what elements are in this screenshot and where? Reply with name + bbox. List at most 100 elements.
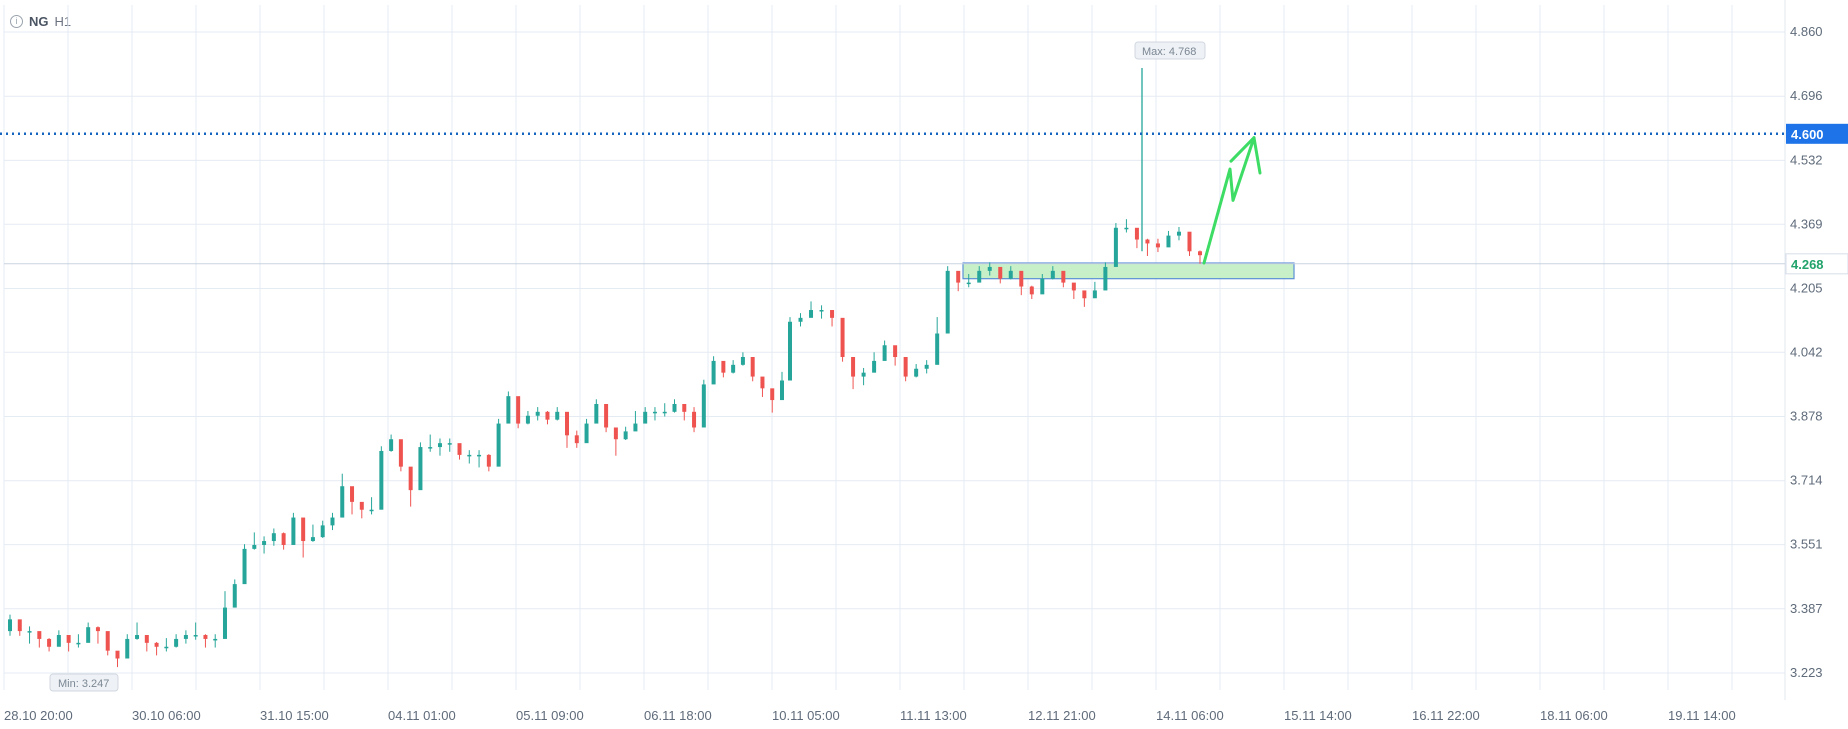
candle-body[interactable] — [1187, 231, 1192, 252]
candle-body[interactable] — [213, 638, 218, 641]
candle-body[interactable] — [1019, 270, 1024, 287]
candle-body[interactable] — [584, 423, 589, 444]
candle-body[interactable] — [37, 631, 42, 639]
candle-body[interactable] — [340, 486, 345, 518]
candle-body[interactable] — [1134, 227, 1139, 240]
candle-body[interactable] — [467, 454, 472, 457]
candle-body[interactable] — [310, 537, 315, 542]
candle-body[interactable] — [1155, 243, 1160, 248]
candle-body[interactable] — [893, 345, 898, 358]
candle-body[interactable] — [125, 638, 130, 659]
candle-body[interactable] — [408, 466, 413, 491]
candle-body[interactable] — [350, 486, 355, 502]
candle-body[interactable] — [692, 411, 697, 428]
candle-body[interactable] — [872, 360, 877, 373]
candle-body[interactable] — [56, 635, 61, 647]
candle-body[interactable] — [565, 411, 570, 436]
candle-body[interactable] — [682, 403, 687, 412]
candle-body[interactable] — [1050, 270, 1055, 279]
candle-body[interactable] — [525, 415, 530, 424]
candle-body[interactable] — [379, 450, 384, 510]
candle-body[interactable] — [76, 642, 81, 645]
candle-body[interactable] — [740, 357, 745, 365]
candle-body[interactable] — [183, 635, 188, 639]
candle-body[interactable] — [428, 447, 433, 449]
candle-body[interactable] — [545, 411, 550, 420]
candle-body[interactable] — [516, 396, 521, 424]
candle-body[interactable] — [154, 642, 159, 647]
candle-body[interactable] — [17, 619, 22, 632]
candle-body[interactable] — [301, 517, 306, 542]
candle-body[interactable] — [819, 310, 824, 312]
candle-body[interactable] — [86, 627, 91, 643]
candle-body[interactable] — [770, 388, 775, 401]
candle-body[interactable] — [1071, 282, 1076, 291]
candle-body[interactable] — [788, 321, 792, 381]
candle-body[interactable] — [662, 411, 667, 414]
candle-body[interactable] — [1166, 235, 1171, 248]
candle-body[interactable] — [369, 509, 374, 512]
candle-body[interactable] — [66, 635, 71, 643]
candle-body[interactable] — [966, 282, 971, 285]
candle-body[interactable] — [47, 638, 52, 647]
candle-body[interactable] — [604, 403, 609, 428]
candle-body[interactable] — [672, 403, 677, 412]
candle-body[interactable] — [924, 364, 929, 369]
candle-body[interactable] — [935, 333, 940, 365]
candle-body[interactable] — [1103, 266, 1108, 291]
candle-body[interactable] — [164, 646, 169, 649]
candle-body[interactable] — [623, 431, 628, 440]
candle-body[interactable] — [701, 384, 706, 428]
candle-body[interactable] — [457, 443, 462, 455]
candle-body[interactable] — [418, 447, 423, 491]
candle-body[interactable] — [320, 525, 325, 538]
candle-body[interactable] — [8, 619, 12, 632]
candle-body[interactable] — [643, 411, 648, 424]
candle-body[interactable] — [252, 544, 257, 549]
candle-body[interactable] — [1124, 227, 1129, 230]
candle-body[interactable] — [998, 266, 1003, 279]
candle-body[interactable] — [271, 533, 276, 542]
candle-body[interactable] — [389, 439, 394, 451]
candle-body[interactable] — [506, 396, 511, 424]
candle-body[interactable] — [115, 650, 120, 659]
candle-body[interactable] — [447, 443, 452, 445]
candle-body[interactable] — [750, 357, 755, 377]
candle-body[interactable] — [398, 439, 403, 467]
candle-body[interactable] — [496, 423, 501, 467]
candle-body[interactable] — [222, 607, 227, 639]
candle-body[interactable] — [555, 411, 560, 420]
candle-body[interactable] — [574, 435, 579, 444]
candle-body[interactable] — [1198, 251, 1202, 256]
candle-body[interactable] — [477, 454, 482, 457]
candle-body[interactable] — [956, 270, 961, 283]
candle-body[interactable] — [731, 364, 736, 373]
candle-body[interactable] — [633, 423, 638, 432]
candle-body[interactable] — [1008, 270, 1013, 279]
candle-body[interactable] — [652, 411, 657, 414]
candle-body[interactable] — [262, 541, 267, 545]
candle-body[interactable] — [135, 635, 140, 639]
candle-body[interactable] — [711, 360, 716, 385]
candle-body[interactable] — [851, 357, 856, 377]
candle-body[interactable] — [105, 631, 110, 651]
candle-body[interactable] — [1040, 278, 1045, 295]
candle-body[interactable] — [535, 411, 540, 416]
candle-body[interactable] — [798, 317, 803, 322]
candle-body[interactable] — [882, 345, 887, 361]
candle-body[interactable] — [1029, 286, 1034, 295]
candle-body[interactable] — [809, 310, 814, 318]
candle-body[interactable] — [613, 427, 618, 440]
candle-body[interactable] — [1061, 270, 1066, 283]
candle-body[interactable] — [242, 548, 247, 585]
candle-body[interactable] — [840, 317, 845, 358]
candle-body[interactable] — [760, 376, 765, 389]
candle-body[interactable] — [903, 357, 908, 377]
candle-body[interactable] — [174, 638, 179, 647]
candle-body[interactable] — [914, 368, 919, 377]
timeframe-label[interactable]: H1 — [54, 14, 72, 29]
candle-body[interactable] — [1145, 239, 1150, 244]
price-zone[interactable] — [962, 262, 1295, 280]
candle-body[interactable] — [203, 635, 208, 639]
